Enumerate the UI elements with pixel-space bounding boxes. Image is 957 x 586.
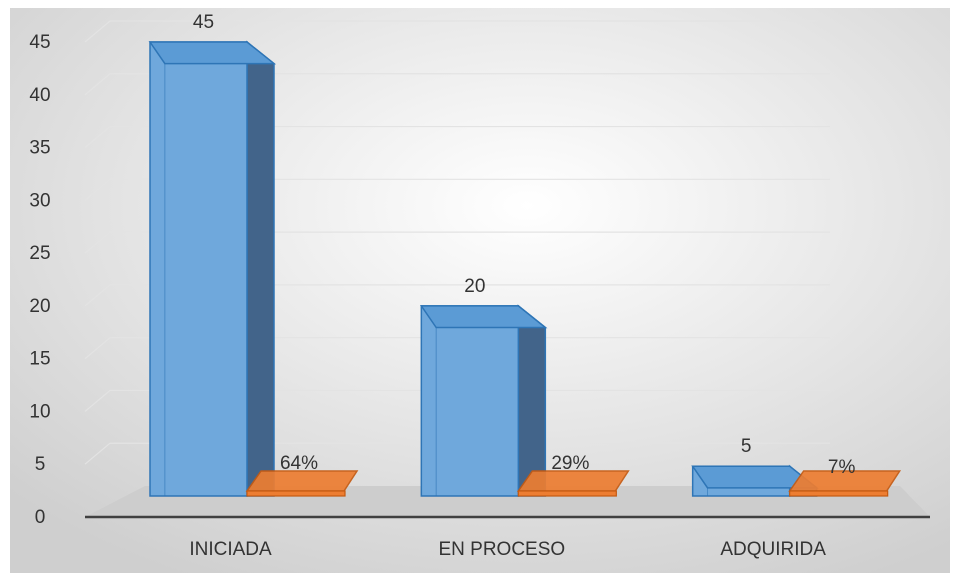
y-tick-label: 25 [29,243,50,264]
data-label-series1: 5 [741,436,752,457]
gridline [84,389,830,412]
gridline [84,284,830,307]
data-label-series2: 7% [828,457,856,478]
y-tick-label: 15 [29,349,50,370]
y-tick-label: 45 [29,32,50,53]
x-tick-label: EN PROCESO [438,539,565,560]
gridline [84,442,830,465]
gridline [84,125,830,149]
data-label-series1: 45 [193,12,214,33]
gridline [84,178,830,201]
slab-1-front [246,490,346,497]
x-tick-label: INICIADA [189,539,272,560]
bar-2-front [420,305,520,497]
bar-2-top [419,305,548,329]
data-label-series2: 29% [551,453,589,474]
y-tick-label: 40 [29,85,50,106]
slab-2 [516,470,630,492]
slab-3-front [789,490,889,497]
slab-2-front [517,490,617,497]
gridline [84,73,830,96]
x-tick-label: ADQUIRIDA [720,539,826,560]
gridline [84,337,830,360]
y-tick-label: 0 [35,507,46,528]
bar-1 [148,40,277,497]
gridline [84,20,830,43]
y-tick-label: 10 [29,401,50,422]
y-tick-label: 5 [35,454,46,475]
y-tick-label: 35 [29,138,50,159]
data-label-series1: 20 [464,276,485,297]
bar-1-front [149,41,248,497]
slab-1 [245,470,359,492]
y-tick-label: 20 [29,296,50,317]
bar-1-top [148,41,277,65]
bar-2 [419,304,548,497]
data-label-series2: 64% [280,453,318,474]
y-tick-label: 30 [29,190,50,211]
bar-3 [691,464,819,497]
bar-2-side [517,304,547,497]
bar-1-side [246,40,275,497]
gridline [84,231,830,254]
